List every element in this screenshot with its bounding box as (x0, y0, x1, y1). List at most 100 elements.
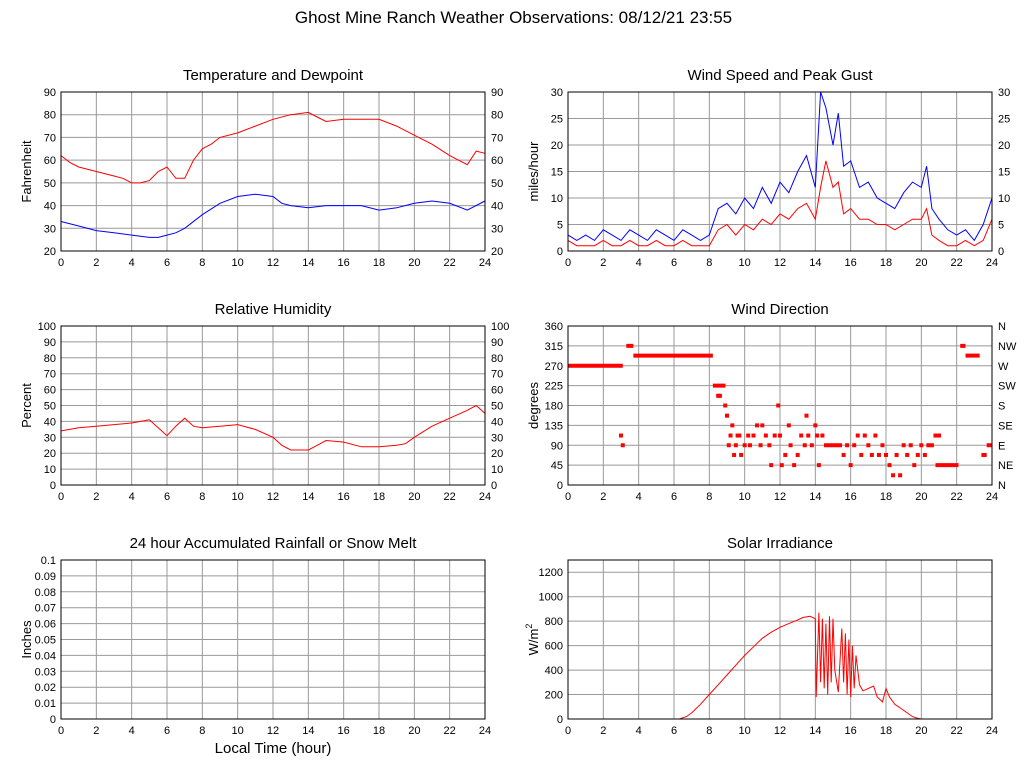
direction-point (845, 443, 850, 448)
direction-point (799, 433, 804, 438)
x-tick-label: 22 (951, 725, 963, 737)
y-tick-label: 60 (44, 155, 56, 167)
y-axis-label-text: miles/hour (526, 141, 541, 202)
direction-point (795, 452, 800, 457)
right-tick-label: SW (998, 381, 1016, 393)
y-tick-label: 270 (545, 361, 563, 373)
direction-point (769, 463, 774, 468)
direction-point (898, 473, 903, 478)
direction-point (891, 473, 896, 478)
right-tick-label: 20 (491, 246, 503, 258)
y-tick-label: 400 (545, 665, 563, 677)
x-tick-label: 24 (986, 725, 998, 737)
x-tick-label: 18 (373, 491, 385, 503)
x-tick-label: 2 (600, 725, 606, 737)
x-tick-label: 14 (809, 725, 821, 737)
x-tick-label: 8 (199, 491, 205, 503)
right-tick-label: 25 (998, 114, 1010, 126)
y-tick-label: 50 (44, 401, 56, 413)
x-tick-label: 12 (267, 257, 279, 269)
right-tick-label: 30 (491, 223, 503, 235)
y-tick-label: 0.01 (35, 698, 56, 710)
y-tick-label: 90 (551, 440, 563, 452)
direction-point (721, 383, 726, 388)
x-tick-label: 12 (267, 491, 279, 503)
y-tick-label: 80 (44, 110, 56, 122)
y-tick-label: 225 (545, 381, 563, 393)
x-tick-label: 22 (444, 491, 456, 503)
direction-point (922, 452, 927, 457)
x-tick-label: 10 (739, 257, 751, 269)
right-tick-label: 50 (491, 178, 503, 190)
x-tick-label: 20 (915, 491, 927, 503)
x-tick-label: 6 (164, 257, 170, 269)
direction-point (869, 452, 874, 457)
direction-point (758, 443, 763, 448)
direction-point (763, 433, 768, 438)
y-axis-label: miles/hour (526, 141, 541, 202)
x-tick-label: 10 (739, 725, 751, 737)
direction-point (802, 443, 807, 448)
direction-point (767, 443, 772, 448)
right-tick-label: 20 (491, 448, 503, 460)
y-tick-label: 315 (545, 341, 563, 353)
direction-point (933, 433, 938, 438)
y-tick-label: 20 (44, 246, 56, 258)
y-tick-label: 20 (551, 140, 563, 152)
direction-point (908, 443, 913, 448)
x-tick-label: 22 (951, 491, 963, 503)
direction-point (848, 463, 853, 468)
right-tick-label: 100 (491, 321, 509, 333)
x-tick-label: 18 (880, 257, 892, 269)
x-tick-label: 16 (845, 725, 857, 737)
y-tick-label: 0 (50, 714, 56, 726)
chart-title: Wind Speed and Peak Gust (687, 67, 873, 84)
series-line-0 (567, 91, 993, 242)
direction-point (937, 433, 941, 438)
right-tick-label: NW (998, 341, 1017, 353)
right-tick-label: 30 (998, 87, 1010, 99)
x-tick-label: 2 (93, 257, 99, 269)
plot-frame (60, 91, 486, 252)
x-tick-label: 24 (986, 257, 998, 269)
x-tick-label: 14 (302, 257, 314, 269)
right-tick-label: 60 (491, 155, 503, 167)
direction-point (778, 433, 782, 438)
x-tick-label: 10 (232, 491, 244, 503)
direction-point (788, 443, 793, 448)
page-title: Ghost Mine Ranch Weather Observations: 0… (294, 8, 733, 27)
y-tick-label: 0.07 (35, 603, 56, 615)
x-axis-label: Local Time (hour) (215, 740, 332, 757)
x-tick-label: 18 (880, 725, 892, 737)
plot-frame (567, 91, 993, 252)
plot-frame (60, 325, 486, 486)
direction-point (855, 433, 860, 438)
x-tick-label: 16 (338, 725, 350, 737)
y-tick-label: 1200 (539, 567, 563, 579)
right-tick-label: 5 (998, 220, 1004, 232)
x-tick-label: 18 (880, 491, 892, 503)
direction-point (873, 433, 878, 438)
y-tick-label: 70 (44, 132, 56, 144)
direction-point (779, 463, 784, 468)
series-line-0 (60, 404, 486, 451)
direction-point (841, 452, 846, 457)
y-tick-label: 0.03 (35, 666, 56, 678)
y-tick-label: 30 (551, 87, 563, 99)
y-tick-label: 0.04 (35, 650, 56, 662)
right-tick-label: W (998, 361, 1009, 373)
x-tick-label: 24 (479, 257, 491, 269)
right-tick-label: 60 (491, 385, 503, 397)
direction-point (772, 433, 777, 438)
direction-point (804, 413, 809, 418)
direction-point (915, 452, 920, 457)
right-tick-label: SE (998, 420, 1013, 432)
y-axis-label-text: Fahrenheit (19, 140, 34, 203)
y-tick-label: 0.06 (35, 619, 56, 631)
direction-point (619, 433, 623, 438)
plot-frame (567, 325, 993, 486)
y-axis-label-text: Inches (19, 620, 34, 659)
y-tick-label: 0.1 (41, 555, 56, 567)
